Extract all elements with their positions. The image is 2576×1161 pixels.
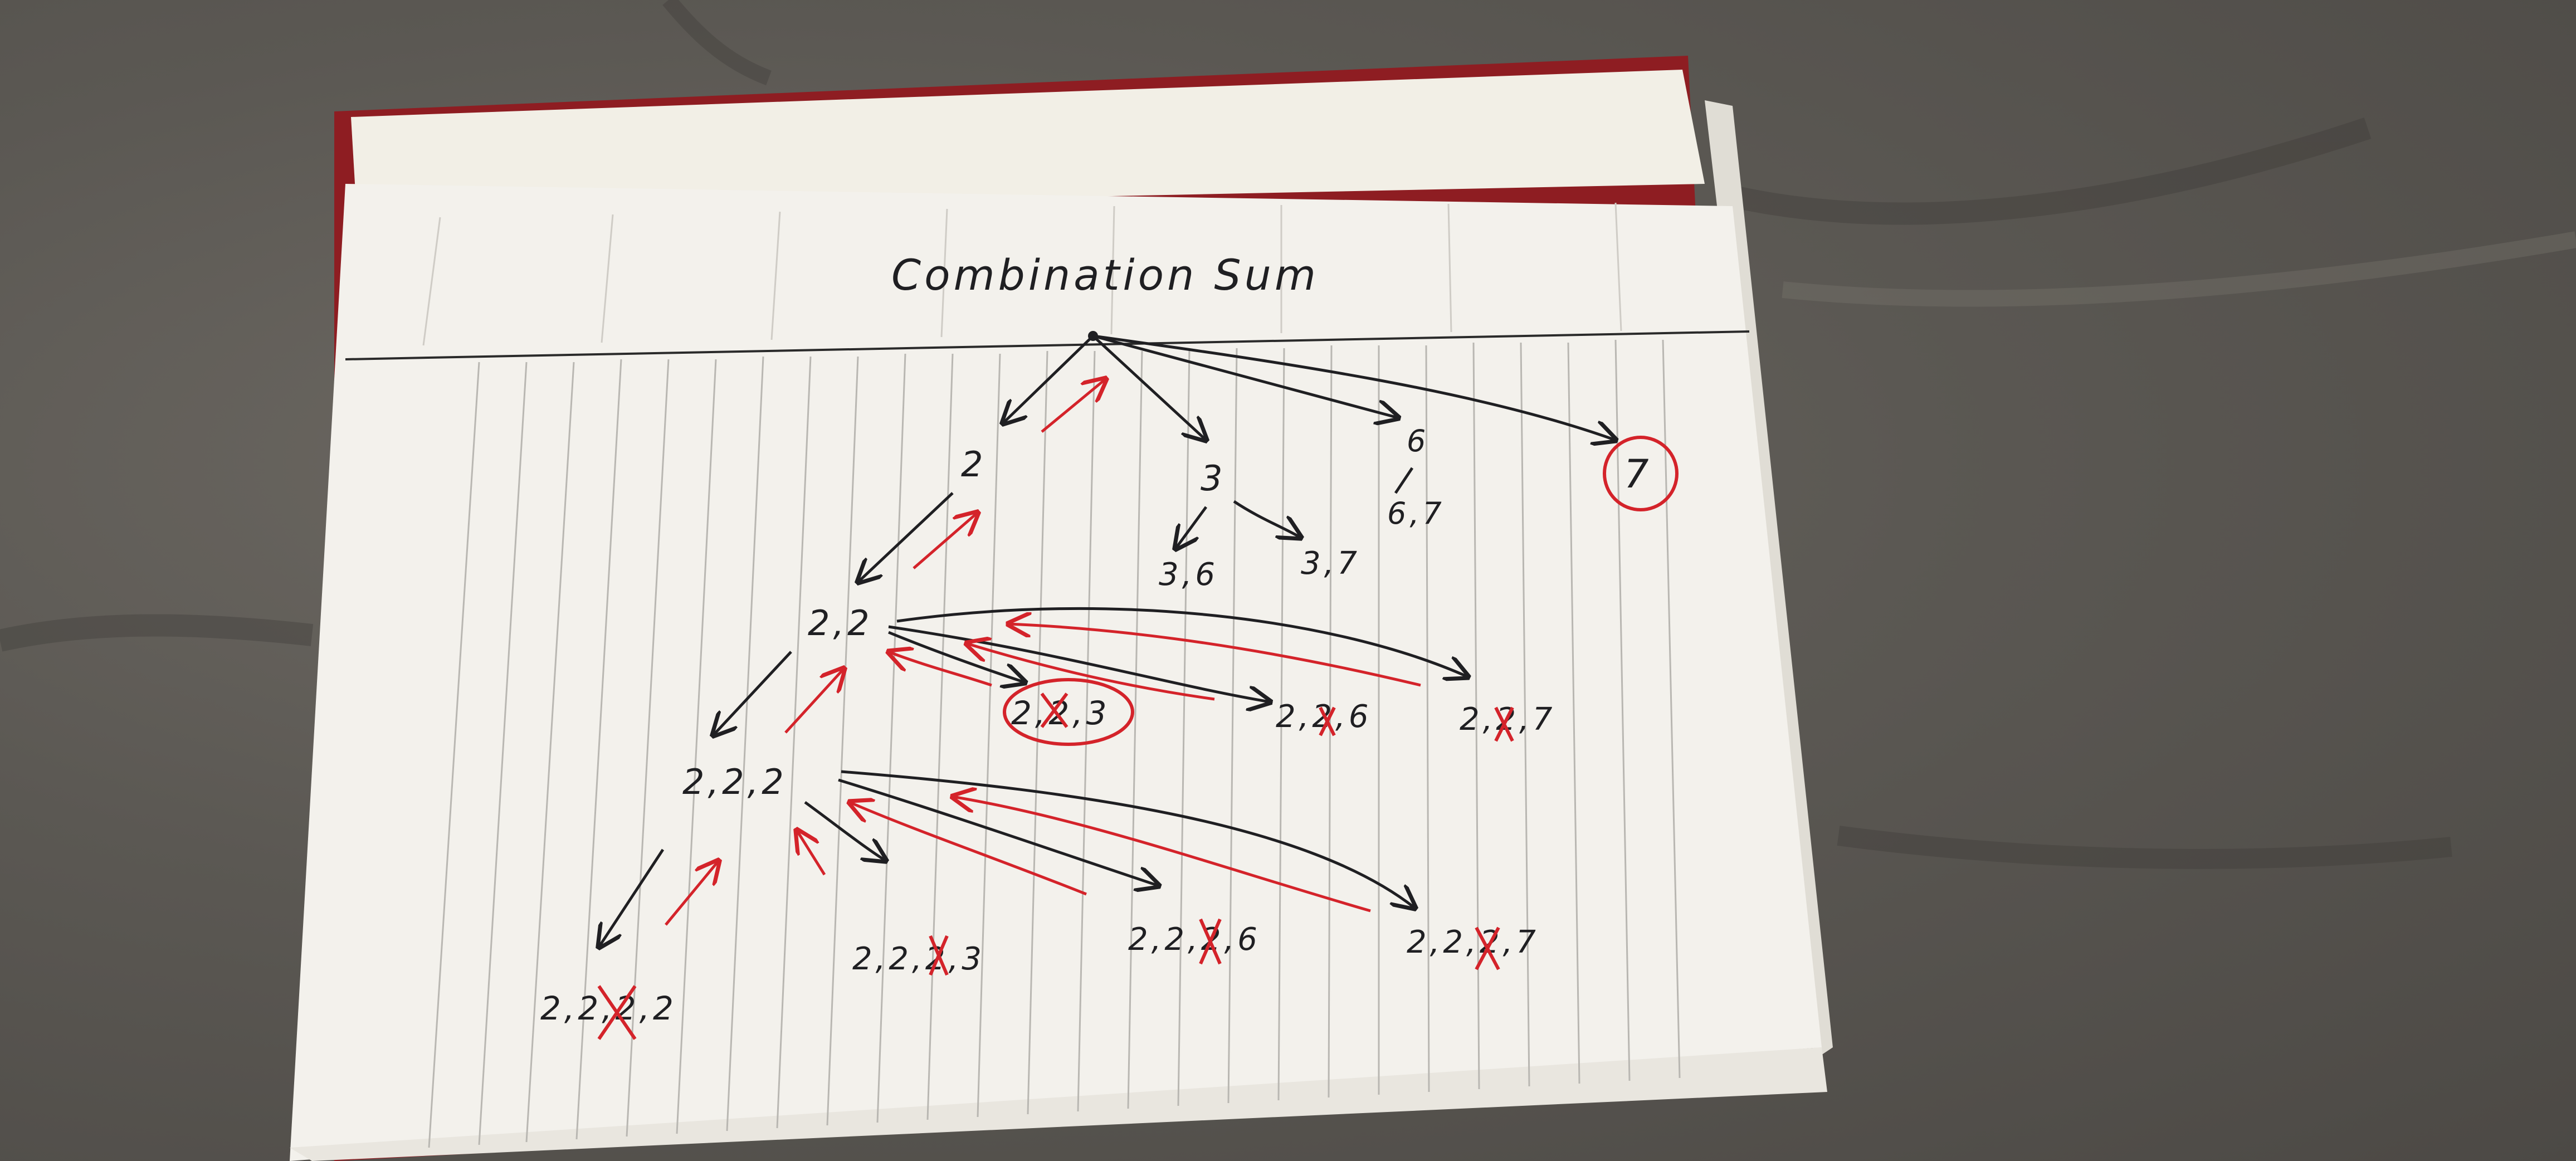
result-circle <box>1603 436 1679 511</box>
node-6: 6 <box>1407 423 1429 458</box>
node-2-2-2-3: 2,2,2,3 <box>852 941 985 977</box>
node-3: 3 <box>1201 458 1226 499</box>
node-2-2-2-7: 2,2,2,7 <box>1407 924 1539 960</box>
sofa-background <box>0 0 2576 869</box>
node-7: 7 <box>1624 451 1652 497</box>
node-2-2-2: 2,2,2 <box>682 762 787 802</box>
node-6-7: 6,7 <box>1387 496 1445 531</box>
node-2-2-2-2: 2,2,2,2 <box>540 989 677 1027</box>
node-2-2-2-6: 2,2,2,6 <box>1128 921 1261 958</box>
page-title: Combination Sum <box>891 250 1319 300</box>
node-2: 2 <box>961 444 986 485</box>
node-2-2-3: 2,2,3 <box>1011 694 1110 732</box>
node-3-6: 3,6 <box>1159 557 1218 593</box>
solution-circle <box>1003 678 1134 746</box>
ruled-lines <box>428 339 1681 1148</box>
node-2-2: 2,2 <box>808 603 873 643</box>
handwritten-notes: Combination Sum 2 3 6 7 3,6 3,7 6,7 2,2 <box>540 250 1679 1040</box>
notebook-page <box>290 184 1822 1161</box>
node-3-7: 3,7 <box>1301 545 1360 582</box>
header-divider <box>345 330 1750 360</box>
